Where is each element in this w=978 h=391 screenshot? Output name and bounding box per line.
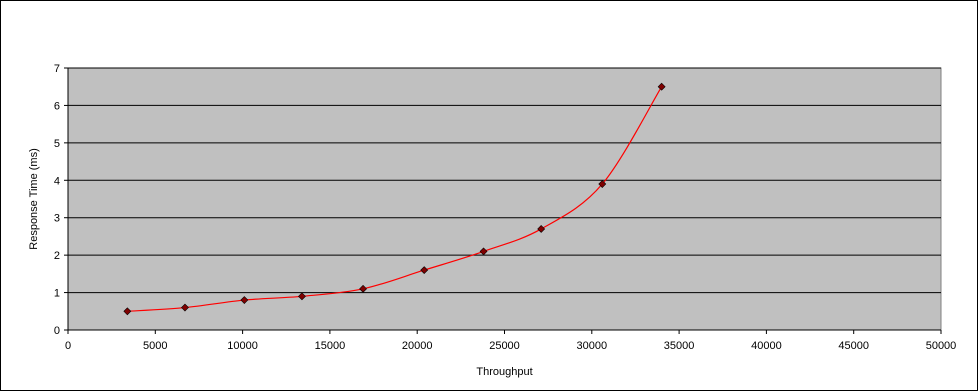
data-point-2 <box>240 296 249 304</box>
data-point-9 <box>657 82 666 91</box>
x-tick-label-5: 25000 <box>489 340 520 352</box>
x-tick-label-6: 30000 <box>577 340 608 352</box>
data-point-1 <box>181 303 189 312</box>
x-tick-label-1: 5000 <box>143 340 167 352</box>
y-axis-title: Response Time (ms) <box>28 148 40 249</box>
data-point-3 <box>298 292 306 301</box>
y-tick-label-1: 1 <box>54 288 60 300</box>
y-tick-label-2: 2 <box>54 250 60 262</box>
tick-labels: 0 1 2 3 4 5 6 7 0 5000 10000 15000 20000 25000 30000 35… <box>54 63 956 352</box>
y-tick-label-7: 7 <box>54 63 60 75</box>
data-point-0 <box>123 307 132 316</box>
x-axis-title: Throughput <box>476 366 532 378</box>
plot-area <box>67 67 942 331</box>
x-tick-label-7: 35000 <box>664 340 695 352</box>
x-tick-label-4: 20000 <box>402 340 433 352</box>
series-line-group <box>127 86 663 312</box>
y-tick-label-4: 4 <box>54 175 60 187</box>
x-tick-label-10: 50000 <box>926 340 957 352</box>
axes <box>64 67 942 334</box>
data-point-8 <box>598 180 607 188</box>
y-tick-label-0: 0 <box>54 325 60 337</box>
data-point-6 <box>479 247 488 256</box>
y-tick-label-6: 6 <box>54 100 60 112</box>
data-points <box>123 82 666 316</box>
x-tick-label-3: 15000 <box>315 340 346 352</box>
y-tick-label-5: 5 <box>54 138 60 150</box>
gridlines <box>68 67 941 294</box>
data-point-4 <box>359 284 367 293</box>
x-tick-label-9: 45000 <box>838 340 869 352</box>
data-point-5 <box>420 266 429 275</box>
series-line-0 <box>127 86 663 312</box>
x-tick-label-0: 0 <box>65 340 71 352</box>
x-tick-label-2: 10000 <box>227 340 258 352</box>
y-tick-label-3: 3 <box>54 213 60 225</box>
x-tick-label-8: 40000 <box>751 340 782 352</box>
data-point-7 <box>537 225 546 233</box>
